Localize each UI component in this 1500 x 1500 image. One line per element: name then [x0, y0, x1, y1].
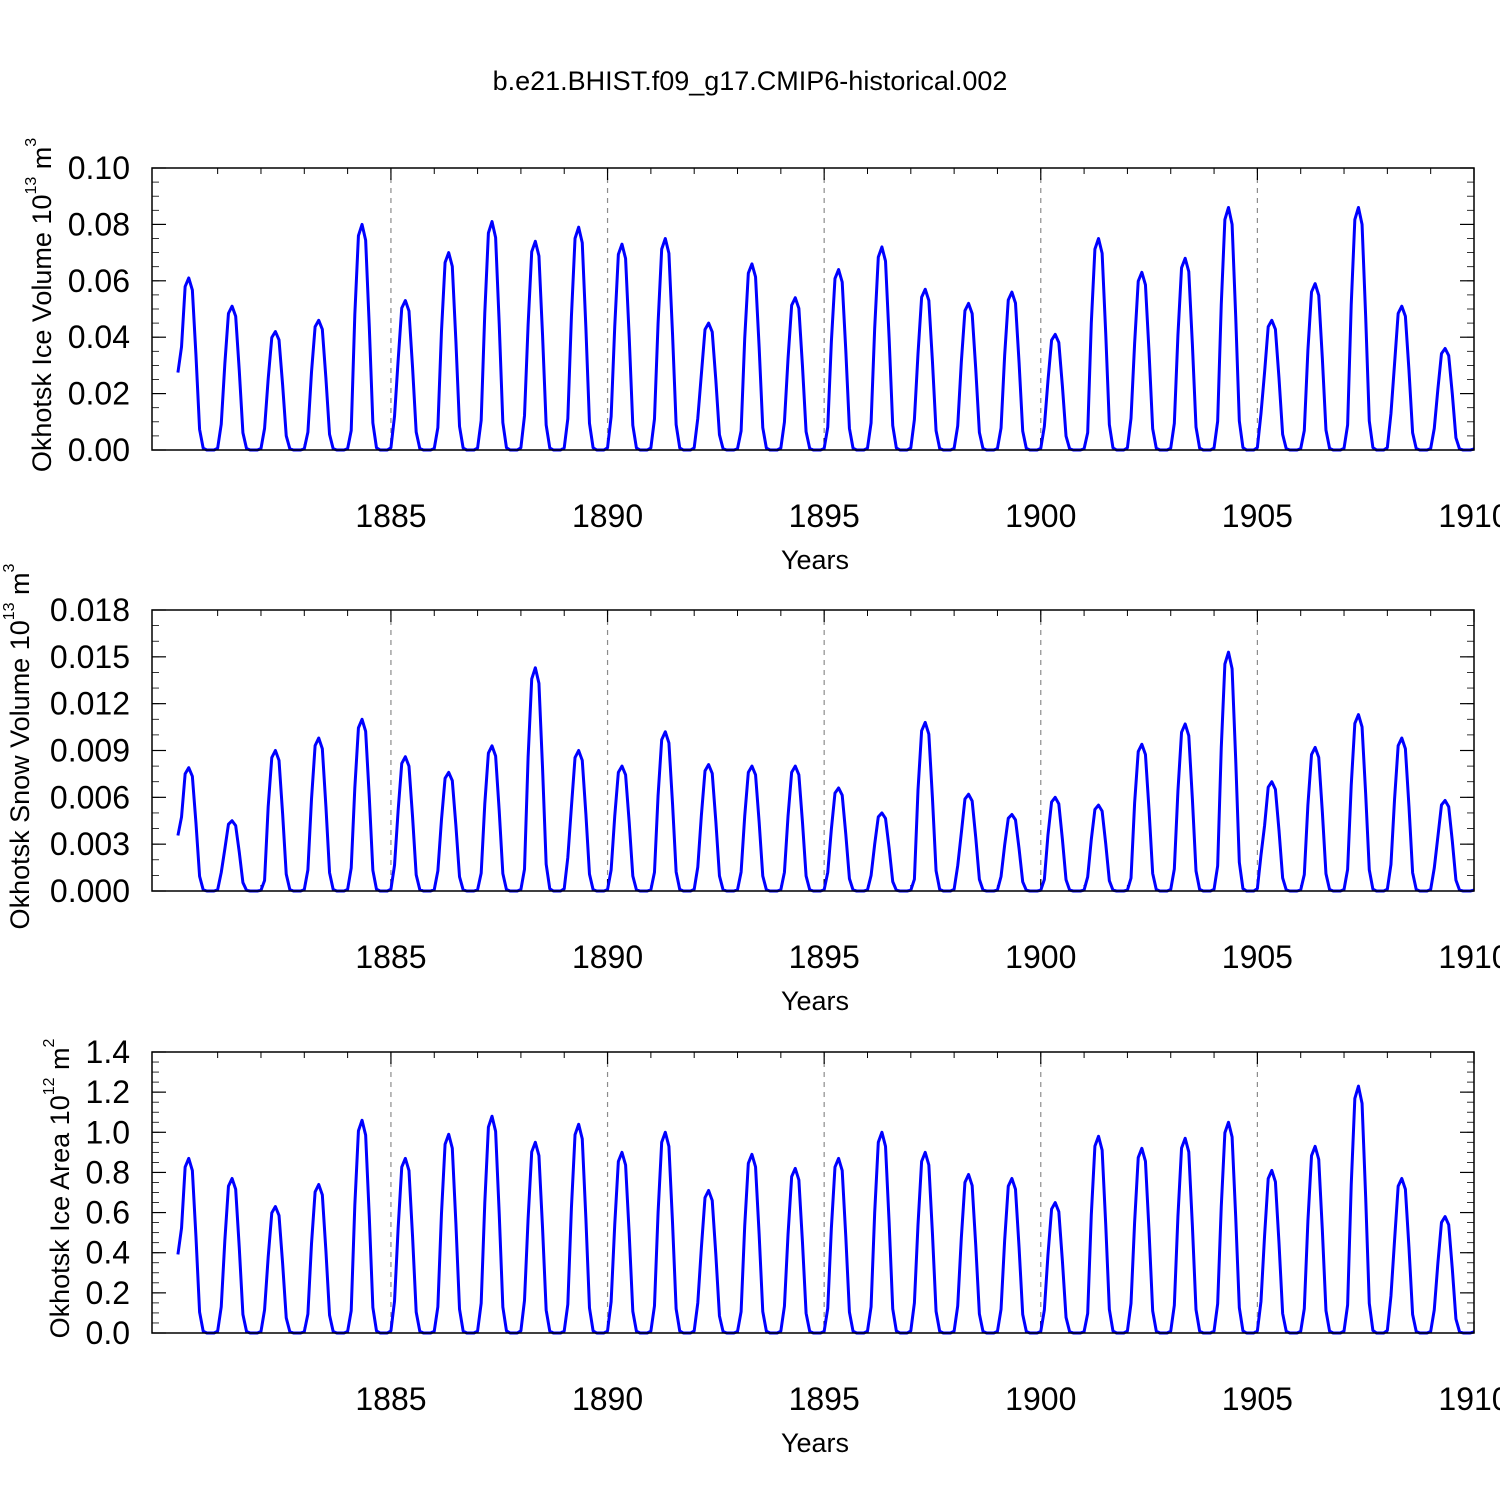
y-axis-title: Okhotsk Ice Volume 1013 m3: [23, 138, 57, 472]
x-tick-label: 1895: [789, 939, 860, 975]
plot-frame: [151, 609, 1475, 892]
x-axis-title: Years: [781, 545, 849, 575]
y-tick-label: 0.012: [50, 686, 130, 722]
x-axis-title: Years: [781, 1428, 849, 1458]
y-tick-label: 0.015: [50, 639, 130, 675]
series-line-ice-volume: [176, 205, 1475, 452]
y-tick-label: 0.00: [68, 432, 130, 468]
x-tick-label: 1890: [572, 498, 643, 534]
x-tick-label: 1885: [355, 1381, 426, 1417]
y-tick-label: 0.06: [68, 263, 130, 299]
y-tick-label: 1.0: [86, 1114, 130, 1150]
plot-frame: [151, 1051, 1475, 1334]
x-tick-label: 1905: [1222, 939, 1293, 975]
figure-title: b.e21.BHIST.f09_g17.CMIP6-historical.002: [493, 66, 1008, 96]
panel-ice-area: 0.0 0.2 0.4 0.6 0.8 1.0 1.2 1.4 1885 1890 1895 190…: [41, 1034, 1500, 1458]
x-tick-label: 1885: [355, 939, 426, 975]
x-tick-label: 1910: [1438, 1381, 1500, 1417]
y-tick-label: 0.006: [50, 779, 130, 815]
y-tick-label: 0.02: [68, 376, 130, 412]
y-tick-label: 0.08: [68, 206, 130, 242]
x-tick-label: 1910: [1438, 939, 1500, 975]
y-tick-label: 0.8: [86, 1154, 130, 1190]
y-axis-title: Okhotsk Ice Area 1012 m2: [41, 1038, 75, 1338]
panel-snow-volume: 0.000 0.003 0.006 0.009 0.012 0.015 0.018 1885…: [1, 563, 1500, 1016]
x-tick-label: 1905: [1222, 498, 1293, 534]
series-line-snow-volume: [176, 650, 1475, 893]
plot-frame: [151, 167, 1475, 451]
x-tick-label: 1895: [789, 498, 860, 534]
y-tick-label: 0.000: [50, 873, 130, 909]
y-tick-label: 0.4: [86, 1235, 130, 1271]
x-tick-label: 1885: [355, 498, 426, 534]
y-tick-label: 0.0: [86, 1315, 130, 1351]
y-tick-label: 0.003: [50, 826, 130, 862]
x-tick-label: 1890: [572, 939, 643, 975]
series-line-ice-area: [176, 1084, 1475, 1335]
y-axis-title: Okhotsk Snow Volume 1013 m3: [1, 563, 35, 929]
x-tick-label: 1890: [572, 1381, 643, 1417]
y-tick-label: 0.6: [86, 1195, 130, 1231]
y-tick-label: 0.2: [86, 1275, 130, 1311]
panel-ice-volume: 0.00 0.02 0.04 0.06 0.08 0.10 1885 1890 1895 190…: [23, 138, 1500, 575]
y-tick-label: 0.10: [68, 150, 130, 186]
y-tick-label: 0.009: [50, 733, 130, 769]
y-tick-label: 1.2: [86, 1074, 130, 1110]
x-tick-label: 1910: [1438, 498, 1500, 534]
y-tick-label: 1.4: [86, 1034, 130, 1070]
x-tick-label: 1900: [1005, 498, 1076, 534]
x-tick-label: 1900: [1005, 939, 1076, 975]
y-tick-label: 0.018: [50, 592, 130, 628]
x-axis-title: Years: [781, 986, 849, 1016]
x-tick-label: 1895: [789, 1381, 860, 1417]
x-tick-label: 1900: [1005, 1381, 1076, 1417]
x-tick-label: 1905: [1222, 1381, 1293, 1417]
y-tick-label: 0.04: [68, 319, 130, 355]
